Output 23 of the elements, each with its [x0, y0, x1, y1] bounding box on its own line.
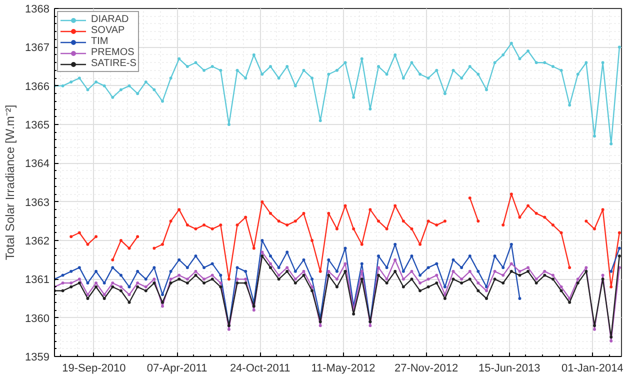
x-tick-label: 27-Nov-2012: [394, 362, 458, 374]
x-tick-label: 11-May-2012: [311, 362, 376, 374]
y-tick-label: 1366: [25, 80, 50, 93]
y-tick-label: 1364: [25, 158, 50, 170]
y-tick-label: 1360: [25, 312, 50, 325]
y-tick-label: 1368: [25, 4, 50, 16]
y-tick-label: 1365: [25, 120, 50, 132]
x-tick-label: 15-Jun-2013: [478, 362, 540, 374]
legend-label: SATIRE-S: [91, 58, 136, 69]
y-tick-label: 1367: [25, 42, 50, 54]
y-tick-label: 1361: [25, 274, 50, 286]
x-tick-label: 01-Jan-2014: [562, 362, 624, 374]
y-tick-label: 1363: [25, 196, 50, 209]
legend-label: DIARAD: [91, 14, 129, 25]
y-axis-title: Total Solar Irradiance [W.m⁻²]: [3, 104, 18, 260]
y-tick-label: 1359: [25, 352, 50, 364]
legend-label: PREMOS: [91, 47, 134, 58]
legend-label: SOVAP: [91, 25, 125, 36]
legend-label: TIM: [91, 36, 110, 47]
x-tick-label: 07-Apr-2011: [146, 362, 208, 374]
y-tick-label: 1362: [25, 236, 50, 248]
x-tick-label: 24-Oct-2011: [230, 362, 290, 374]
x-tick-label: 19-Sep-2010: [62, 362, 126, 374]
